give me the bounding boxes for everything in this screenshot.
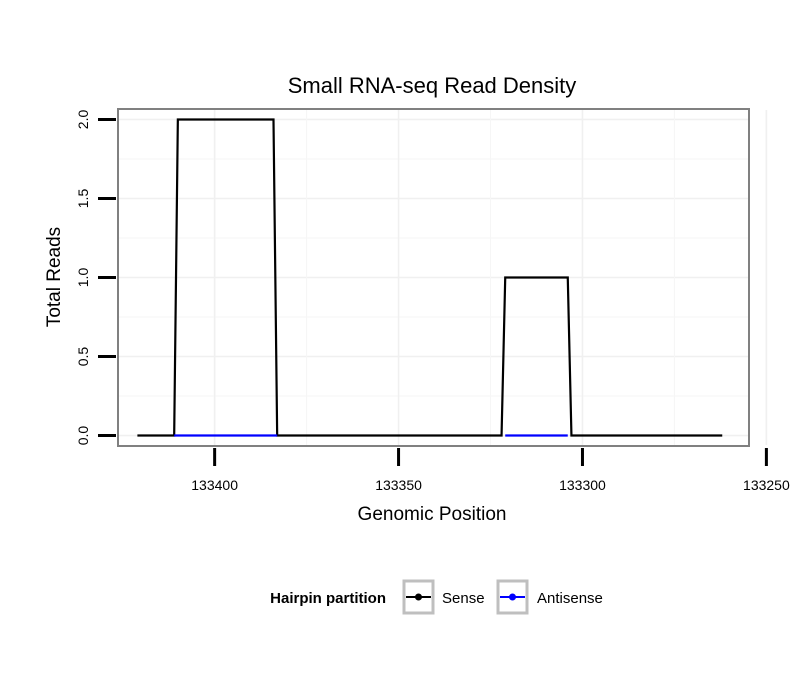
legend-label-antisense: Antisense: [537, 590, 603, 607]
series-line-sense: [137, 118, 723, 437]
series-layer: [137, 118, 723, 437]
x-tick-label: 133250: [743, 477, 790, 493]
y-axis-title: Total Reads: [44, 227, 65, 327]
y-tick-label: 1.0: [75, 268, 91, 288]
x-axis-title: Genomic Position: [358, 504, 507, 525]
legend-title: Hairpin partition: [270, 590, 386, 607]
legend-label-sense: Sense: [442, 590, 485, 607]
plot-panel-border: [117, 108, 750, 447]
x-tick-label: 133350: [375, 477, 422, 493]
legend-key-antisense-point: [509, 593, 516, 601]
x-tick-label: 133400: [191, 477, 238, 493]
y-tick-label: 1.5: [75, 189, 91, 209]
y-tick-label: 0.0: [75, 426, 91, 446]
legend: Hairpin partition Sense Antisense: [270, 579, 603, 615]
y-tick-label: 2.0: [75, 110, 91, 130]
x-tick-label: 133300: [559, 477, 606, 493]
y-tick-label: 0.5: [75, 347, 91, 367]
axes: 0.0 0.5 1.0 1.5 2.0 133400 133350 133300 133250: [75, 110, 790, 493]
grid: [119, 110, 768, 445]
legend-key-sense-point: [415, 593, 422, 601]
chart-title: Small RNA-seq Read Density: [288, 73, 577, 98]
